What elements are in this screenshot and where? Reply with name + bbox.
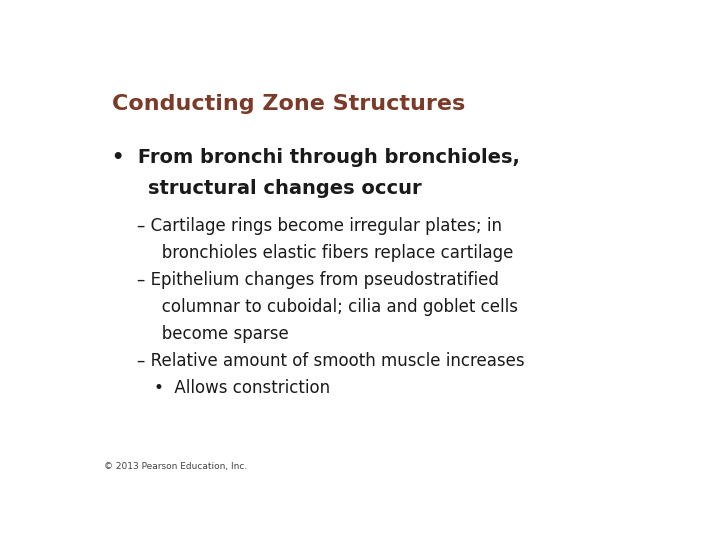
Text: – Cartilage rings become irregular plates; in: – Cartilage rings become irregular plate…	[138, 217, 503, 234]
Text: •  Allows constriction: • Allows constriction	[154, 379, 330, 397]
Text: bronchioles elastic fibers replace cartilage: bronchioles elastic fibers replace carti…	[145, 244, 513, 261]
Text: – Epithelium changes from pseudostratified: – Epithelium changes from pseudostratifi…	[138, 271, 499, 288]
Text: – Relative amount of smooth muscle increases: – Relative amount of smooth muscle incre…	[138, 352, 525, 370]
Text: become sparse: become sparse	[145, 325, 289, 343]
Text: structural changes occur: structural changes occur	[121, 179, 421, 198]
Text: Conducting Zone Structures: Conducting Zone Structures	[112, 94, 466, 114]
Text: columnar to cuboidal; cilia and goblet cells: columnar to cuboidal; cilia and goblet c…	[145, 298, 518, 316]
Text: © 2013 Pearson Education, Inc.: © 2013 Pearson Education, Inc.	[104, 462, 247, 471]
Text: •  From bronchi through bronchioles,: • From bronchi through bronchioles,	[112, 148, 520, 167]
